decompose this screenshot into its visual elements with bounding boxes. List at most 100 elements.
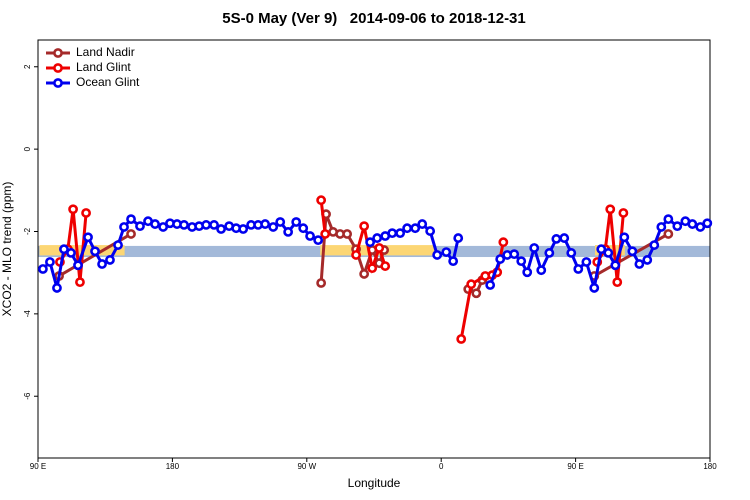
data-point (410, 223, 421, 234)
legend-marker (53, 78, 63, 88)
data-point (529, 243, 540, 253)
y-tick-label: -4 (23, 310, 32, 318)
data-point (509, 249, 520, 260)
data-point (387, 228, 398, 239)
data-point (687, 219, 698, 229)
data-point (536, 265, 547, 276)
x-axis-label: Longitude (348, 476, 401, 490)
data-point (216, 224, 226, 234)
data-point (663, 214, 674, 225)
data-point (201, 220, 212, 230)
data-point (45, 257, 55, 267)
data-point (380, 261, 391, 271)
x-tick-label: 180 (166, 462, 180, 471)
data-point (275, 217, 286, 227)
data-point (610, 260, 621, 271)
data-point (495, 254, 506, 264)
data-point (695, 222, 706, 232)
legend-label: Ocean Glint (76, 75, 140, 89)
data-point (605, 204, 616, 215)
data-point (342, 229, 353, 239)
data-point (453, 233, 464, 243)
data-point (268, 222, 279, 232)
data-point (642, 255, 653, 265)
data-point (209, 220, 219, 230)
data-point (68, 204, 78, 215)
data-point (298, 223, 309, 234)
data-point (365, 237, 376, 248)
data-point (589, 283, 600, 293)
data-point (618, 208, 629, 218)
x-tick-label: 90 E (30, 462, 46, 471)
data-point (619, 232, 630, 243)
data-point (402, 223, 413, 234)
data-point (316, 195, 327, 206)
data-point (119, 222, 129, 232)
data-point (498, 237, 509, 248)
chart-title: 5S-0 May (Ver 9) 2014-09-06 to 2018-12-3… (222, 10, 526, 27)
legend-label: Land Glint (76, 60, 131, 74)
data-point (372, 233, 383, 243)
data-point (702, 218, 713, 229)
data-point (105, 255, 115, 265)
data-point (260, 219, 271, 229)
data-point (291, 217, 302, 227)
data-point (81, 208, 91, 218)
x-tick-label: 90 W (297, 462, 316, 471)
data-point (634, 259, 645, 269)
data-point (374, 243, 385, 253)
plot-frame (37, 39, 711, 459)
data-point (441, 247, 452, 257)
data-point (90, 246, 100, 257)
legend-marker (53, 48, 63, 58)
data-point (596, 244, 607, 255)
data-point (320, 229, 331, 239)
data-point (313, 235, 324, 246)
data-point (627, 246, 638, 257)
data-point (516, 256, 527, 267)
data-point (485, 280, 496, 290)
data-point (75, 277, 85, 288)
data-point (66, 248, 76, 258)
y-tick-label: 2 (23, 64, 32, 69)
data-point (359, 221, 370, 232)
data-point (566, 248, 577, 258)
data-point (456, 334, 467, 344)
data-point (471, 288, 482, 299)
y-axis-label: XCO2 - MLO trend (ppm) (0, 182, 14, 317)
x-tick-label: 180 (703, 462, 717, 471)
y-tick-label: -6 (23, 392, 32, 400)
data-point (316, 278, 327, 288)
data-point (305, 231, 315, 241)
data-point (351, 250, 361, 260)
data-point (672, 221, 683, 232)
data-point (656, 222, 667, 232)
x-tick-label: 0 (439, 462, 444, 471)
data-point (126, 229, 136, 239)
data-point (126, 214, 136, 225)
data-point (59, 244, 69, 255)
data-point (522, 267, 533, 278)
y-tick-label: 0 (23, 146, 32, 151)
data-point (432, 250, 443, 260)
data-point (544, 248, 555, 258)
data-point (612, 277, 623, 288)
data-point (283, 227, 294, 237)
data-point (649, 240, 660, 250)
data-point (238, 224, 249, 234)
data-point (150, 219, 160, 229)
data-point (113, 240, 123, 250)
data-point (559, 233, 570, 243)
data-point (448, 256, 459, 267)
data-point (135, 221, 145, 232)
x-tick-label: 90 E (567, 462, 583, 471)
data-point (425, 226, 436, 236)
legend-label: Land Nadir (76, 45, 135, 59)
data-point (663, 229, 674, 239)
data-point (359, 269, 370, 279)
data-point (52, 283, 62, 293)
data-point (83, 232, 93, 243)
legend-marker (53, 63, 63, 73)
data-point (73, 260, 83, 271)
